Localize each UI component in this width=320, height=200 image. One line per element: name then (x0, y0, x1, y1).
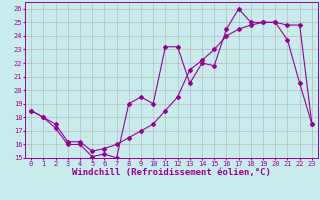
X-axis label: Windchill (Refroidissement éolien,°C): Windchill (Refroidissement éolien,°C) (72, 168, 271, 177)
